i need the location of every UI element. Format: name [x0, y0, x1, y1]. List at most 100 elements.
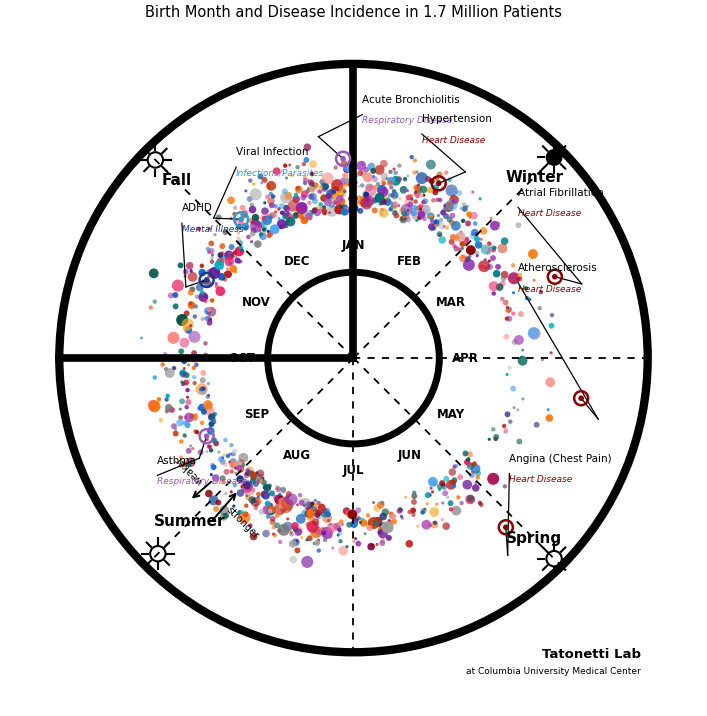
- Point: [252, 238, 264, 250]
- Point: [256, 177, 267, 188]
- Point: [180, 323, 192, 334]
- Point: [234, 243, 245, 255]
- Point: [236, 480, 247, 492]
- Point: [484, 256, 495, 267]
- Point: [383, 532, 395, 543]
- Point: [464, 448, 476, 460]
- Point: [401, 204, 412, 216]
- Point: [419, 204, 431, 216]
- Point: [327, 192, 339, 203]
- Point: [282, 203, 293, 215]
- Point: [188, 362, 199, 374]
- Point: [298, 158, 310, 170]
- Point: [339, 170, 351, 181]
- Point: [464, 251, 476, 262]
- Point: [217, 473, 228, 484]
- Point: [446, 217, 457, 228]
- Point: [326, 522, 337, 533]
- Point: [315, 182, 326, 193]
- Point: [381, 524, 392, 536]
- Point: [361, 164, 372, 175]
- Point: [224, 457, 235, 468]
- Point: [443, 198, 455, 210]
- Point: [521, 292, 532, 304]
- Point: [374, 519, 385, 531]
- Point: [187, 410, 198, 422]
- Point: [247, 217, 259, 228]
- Point: [461, 233, 472, 245]
- Point: [185, 440, 197, 452]
- Point: [190, 301, 201, 312]
- Point: [425, 159, 436, 170]
- Point: [450, 220, 462, 231]
- Point: [413, 203, 424, 215]
- Point: [179, 363, 190, 374]
- Point: [337, 183, 348, 194]
- Point: [262, 511, 274, 522]
- Point: [204, 441, 215, 453]
- Text: Heart Disease: Heart Disease: [509, 475, 573, 485]
- Point: [375, 524, 387, 536]
- Point: [262, 215, 273, 226]
- Point: [409, 155, 421, 166]
- Point: [189, 347, 200, 359]
- Point: [238, 475, 250, 486]
- Point: [274, 503, 286, 515]
- Point: [527, 248, 539, 260]
- Point: [378, 511, 389, 522]
- Point: [445, 200, 457, 211]
- Point: [469, 458, 480, 469]
- Point: [229, 247, 240, 258]
- Point: [245, 175, 256, 186]
- Point: [180, 266, 192, 277]
- Text: Atherosclerosis: Atherosclerosis: [518, 263, 598, 273]
- Point: [343, 205, 354, 217]
- Point: [175, 346, 187, 357]
- Point: [296, 532, 308, 543]
- Point: [319, 508, 330, 519]
- Point: [204, 314, 216, 325]
- Point: [388, 163, 399, 175]
- Point: [448, 194, 460, 205]
- Point: [235, 217, 247, 228]
- Point: [445, 503, 457, 515]
- Point: [226, 213, 237, 224]
- Point: [368, 171, 379, 183]
- Point: [384, 515, 395, 526]
- Point: [267, 191, 279, 203]
- Point: [290, 523, 301, 535]
- Point: [209, 267, 220, 279]
- Point: [243, 483, 254, 494]
- Point: [339, 185, 350, 197]
- Point: [260, 528, 271, 539]
- Point: [225, 448, 236, 460]
- Point: [317, 205, 329, 216]
- Circle shape: [239, 217, 243, 221]
- Point: [240, 508, 251, 520]
- Point: [240, 223, 251, 234]
- Point: [440, 167, 452, 178]
- Point: [364, 522, 375, 533]
- Point: [292, 499, 303, 511]
- Point: [229, 250, 240, 261]
- Point: [518, 393, 529, 405]
- Point: [399, 173, 411, 185]
- Point: [259, 223, 270, 234]
- Point: [348, 202, 359, 213]
- Point: [189, 410, 201, 421]
- Point: [318, 181, 329, 193]
- Point: [240, 185, 252, 197]
- Point: [389, 193, 400, 205]
- Point: [464, 494, 476, 505]
- Point: [303, 175, 314, 186]
- Point: [332, 190, 343, 202]
- Point: [308, 180, 320, 192]
- Point: [196, 353, 207, 364]
- Point: [371, 538, 382, 550]
- Point: [355, 517, 366, 528]
- Point: [368, 497, 379, 508]
- Point: [145, 301, 156, 313]
- Point: [345, 193, 356, 205]
- Point: [441, 222, 452, 233]
- Point: [386, 200, 397, 211]
